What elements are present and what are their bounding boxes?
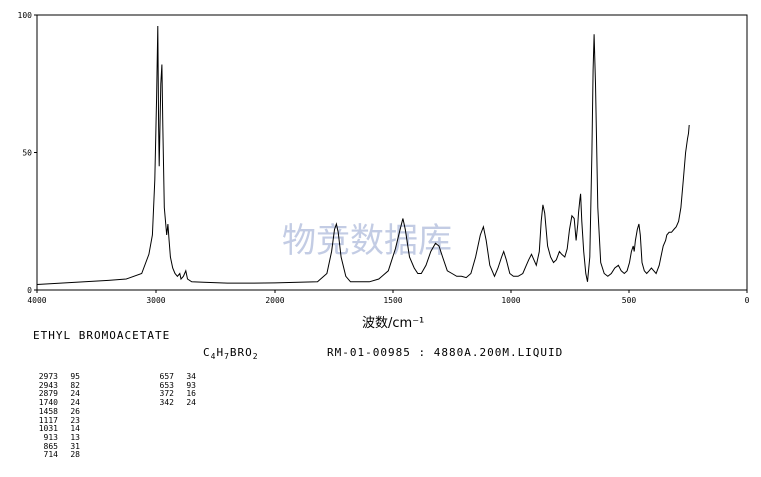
peak-row: 865 31 [34, 441, 80, 452]
peak-row: 1458 26 [34, 406, 80, 417]
x-tick-label: 500 [622, 296, 637, 305]
peak-row: 913 13 [34, 432, 80, 443]
y-tick-label: 50 [22, 149, 32, 158]
peak-intensity: 95 [70, 372, 80, 381]
x-axis: 4000 3000 2000 1500 1000 500 0 [27, 290, 750, 305]
peak-row: 1117 23 [34, 415, 80, 426]
peak-intensity: 23 [70, 415, 80, 425]
peak-wavenumber: 653 [159, 380, 174, 390]
peak-intensity: 34 [186, 372, 196, 381]
peak-wavenumber: 2973 [38, 372, 58, 381]
x-tick-label: 4000 [27, 296, 46, 305]
peak-intensity: 31 [70, 441, 80, 451]
peak-intensity: 16 [186, 389, 196, 399]
peak-row: 2879 24 [34, 390, 80, 399]
x-tick-label: 2000 [265, 296, 284, 305]
peak-wavenumber: 1740 [38, 398, 58, 408]
x-tick-label: 1500 [383, 296, 402, 305]
sample-info: RM-01-00985 : 4880A.200M.LIQUID [327, 346, 564, 359]
peak-wavenumber: 1031 [38, 424, 58, 434]
peak-intensity: 24 [70, 389, 80, 399]
peak-row: 2943 82 [34, 380, 80, 391]
peak-intensity: 24 [186, 398, 196, 408]
x-axis-label: 波数/cm⁻¹ [362, 316, 424, 331]
compound-name: ETHYL BROMOACETATE [33, 329, 171, 342]
y-tick-label: 0 [27, 286, 32, 295]
peak-row: 2973 95 [34, 372, 80, 382]
peak-table-1: 2973 95 2943 82 2879 24 1740 24 1458 26 1117 23 1031… [34, 372, 80, 460]
peak-intensity: 13 [70, 432, 80, 442]
peak-wavenumber: 1117 [38, 415, 58, 425]
peak-row: 657 34 [150, 372, 196, 382]
peak-wavenumber: 1458 [38, 406, 58, 416]
peak-row: 653 93 [150, 380, 196, 391]
peak-wavenumber: 657 [159, 372, 174, 381]
peak-wavenumber: 913 [43, 432, 58, 442]
y-axis: 100 50 0 [18, 11, 37, 295]
peak-wavenumber: 865 [43, 441, 58, 451]
peak-intensity: 26 [70, 406, 80, 416]
peak-row: 1740 24 [34, 398, 80, 408]
peak-intensity: 93 [186, 380, 196, 390]
y-tick-label: 100 [18, 11, 33, 20]
peak-intensity: 14 [70, 424, 80, 434]
peak-row: 714 28 [34, 451, 80, 460]
peak-table-2: 657 34 653 93 372 16 342 24 [150, 372, 196, 408]
peak-intensity: 82 [70, 380, 80, 390]
peak-wavenumber: 342 [159, 398, 174, 408]
x-tick-label: 3000 [146, 296, 165, 305]
x-tick-label: 0 [745, 296, 750, 305]
watermark-text: 物竞数据库 [282, 221, 452, 261]
peak-row: 372 16 [150, 390, 196, 399]
x-tick-label: 1000 [501, 296, 520, 305]
peak-row: 342 24 [150, 398, 196, 408]
peak-wavenumber: 714 [43, 450, 58, 460]
spectrum-line [36, 25, 690, 285]
peak-row: 1031 14 [34, 425, 80, 434]
peak-intensity: 28 [70, 450, 80, 460]
peak-wavenumber: 2943 [38, 380, 58, 390]
peak-intensity: 24 [70, 398, 80, 408]
molecular-formula: C4H7BRO2 [203, 346, 259, 362]
peak-wavenumber: 2879 [38, 389, 58, 399]
peak-wavenumber: 372 [159, 389, 174, 399]
